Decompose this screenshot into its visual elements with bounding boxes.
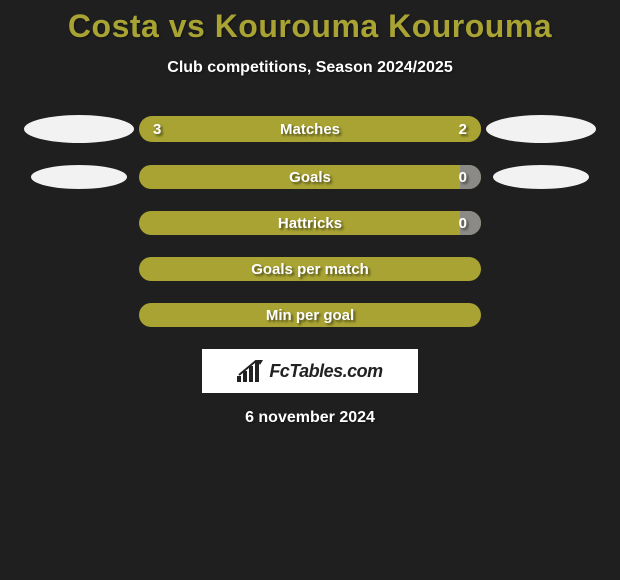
page-subtitle: Club competitions, Season 2024/2025 bbox=[0, 59, 620, 77]
player-right-marker bbox=[481, 165, 601, 189]
brand-text: FcTables.com bbox=[269, 361, 382, 382]
player-ellipse-icon bbox=[24, 115, 134, 143]
stat-label: Goals per match bbox=[139, 257, 481, 281]
stat-row: Goals per match bbox=[0, 257, 620, 281]
player-left-marker bbox=[19, 165, 139, 189]
stats-card: Costa vs Kourouma Kourouma Club competit… bbox=[0, 0, 620, 580]
stat-row: Hattricks0 bbox=[0, 211, 620, 235]
stat-row: Min per goal bbox=[0, 303, 620, 327]
brand-badge[interactable]: FcTables.com bbox=[202, 349, 418, 393]
player-right-marker bbox=[481, 115, 601, 143]
stat-bar[interactable]: Goals0 bbox=[139, 165, 481, 189]
stat-bar-right-fill bbox=[344, 116, 481, 142]
player-left-marker bbox=[19, 115, 139, 143]
stat-bar[interactable]: Matches32 bbox=[139, 116, 481, 142]
stats-rows: Matches32 Goals0 Hattricks0 Goals per match… bbox=[0, 115, 620, 327]
page-title: Costa vs Kourouma Kourouma bbox=[0, 0, 620, 45]
stat-bar-right-fill bbox=[460, 165, 481, 189]
stat-bar[interactable]: Goals per match bbox=[139, 257, 481, 281]
stat-bar[interactable]: Min per goal bbox=[139, 303, 481, 327]
stat-bar[interactable]: Hattricks0 bbox=[139, 211, 481, 235]
stat-bar-right-fill bbox=[460, 211, 481, 235]
stat-row: Goals0 bbox=[0, 165, 620, 189]
stat-row: Matches32 bbox=[0, 115, 620, 143]
stat-label: Min per goal bbox=[139, 303, 481, 327]
stat-label: Hattricks bbox=[139, 211, 481, 235]
stat-label: Goals bbox=[139, 165, 481, 189]
player-ellipse-icon bbox=[31, 165, 127, 189]
fctables-logo-icon bbox=[237, 360, 263, 382]
player-ellipse-icon bbox=[486, 115, 596, 143]
stat-value-left: 3 bbox=[153, 116, 161, 142]
date-stamp: 6 november 2024 bbox=[0, 409, 620, 427]
player-ellipse-icon bbox=[493, 165, 589, 189]
